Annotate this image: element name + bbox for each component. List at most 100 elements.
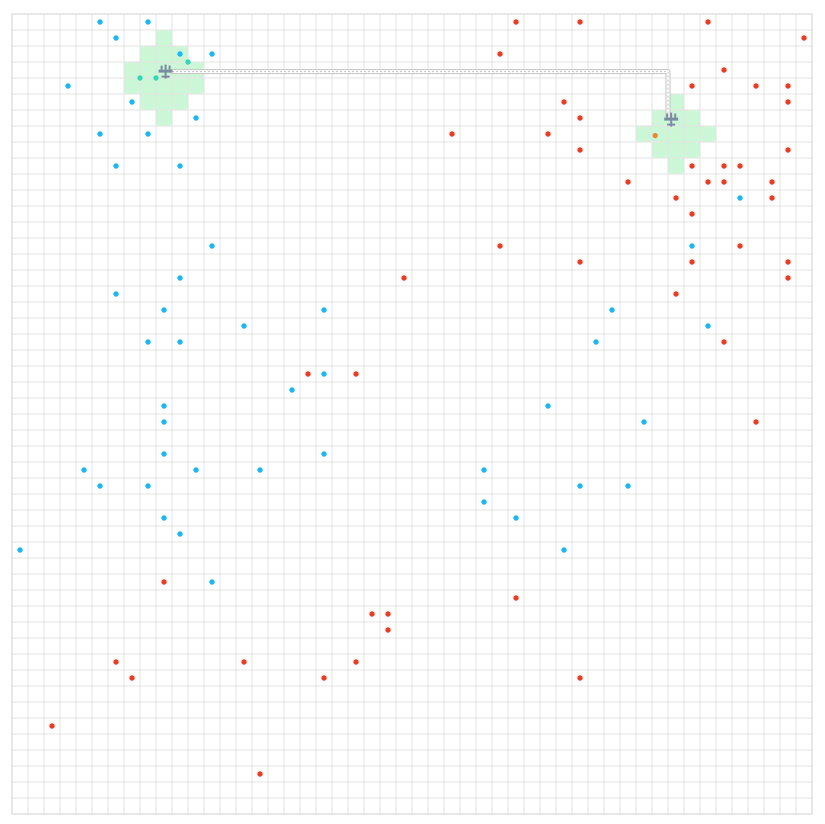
zone-red-dot xyxy=(652,132,658,139)
red-dot xyxy=(689,259,695,265)
red-dot xyxy=(401,275,407,281)
blue-dot xyxy=(161,515,167,521)
red-dot xyxy=(449,131,455,137)
base-left-cell xyxy=(156,110,172,126)
red-dot xyxy=(753,419,759,425)
red-dot xyxy=(385,627,391,633)
base-left-cell xyxy=(172,94,188,110)
grid-lines xyxy=(11,13,813,815)
red-dot xyxy=(561,99,567,105)
aircraft-engine-right xyxy=(674,113,677,118)
red-dot xyxy=(753,83,759,89)
aircraft-right-icon[interactable] xyxy=(664,112,679,127)
red-dot xyxy=(353,371,359,377)
blue-dot xyxy=(97,19,103,25)
red-dot xyxy=(161,579,167,585)
red-dot xyxy=(49,723,55,729)
path-dash xyxy=(172,71,669,117)
red-dot xyxy=(769,179,775,185)
base-right-cell xyxy=(652,142,668,158)
blue-dot xyxy=(209,243,215,249)
zone-dot xyxy=(185,59,191,65)
red-dot xyxy=(545,131,551,137)
blue-dot xyxy=(321,371,327,377)
blue-dot xyxy=(193,115,199,121)
red-dot xyxy=(769,195,775,201)
blue-dot xyxy=(737,195,743,201)
blue-dot xyxy=(97,483,103,489)
red-dot xyxy=(129,675,135,681)
blue-dot xyxy=(177,51,183,57)
blue-dot xyxy=(177,531,183,537)
blue-dot xyxy=(17,547,23,553)
red-dot xyxy=(673,195,679,201)
blue-dot xyxy=(177,275,183,281)
blue-dot xyxy=(689,243,695,249)
red-dot xyxy=(353,659,359,665)
blue-dot xyxy=(625,483,631,489)
blue-dot xyxy=(161,451,167,457)
blue-dot xyxy=(113,291,119,297)
red-dot xyxy=(577,19,583,25)
red-dot xyxy=(577,147,583,153)
blue-dot xyxy=(289,387,295,393)
base-right-cell xyxy=(684,126,700,142)
red-dot xyxy=(785,259,791,265)
red-dot xyxy=(513,595,519,601)
red-dot xyxy=(785,275,791,281)
aircraft-left-icon[interactable] xyxy=(158,64,173,79)
base-left-cell xyxy=(156,94,172,110)
blue-dot xyxy=(321,307,327,313)
blue-dot xyxy=(577,483,583,489)
blue-dot xyxy=(609,307,615,313)
red-dot xyxy=(241,659,247,665)
blue-dot xyxy=(161,307,167,313)
blue-dot xyxy=(113,35,119,41)
base-left-cell xyxy=(188,78,204,94)
base-left-cell xyxy=(140,46,156,62)
blue-dot xyxy=(113,163,119,169)
red-dot xyxy=(673,291,679,297)
red-dot xyxy=(305,371,311,377)
red-dot xyxy=(801,35,807,41)
red-dot xyxy=(705,19,711,25)
blue-dot xyxy=(257,467,263,473)
blue-dot xyxy=(593,339,599,345)
red-dot xyxy=(625,179,631,185)
base-left-cell xyxy=(124,78,140,94)
base-left-cell xyxy=(140,62,156,78)
red-dot xyxy=(721,163,727,169)
blue-dot xyxy=(145,483,151,489)
base-right-cell xyxy=(668,158,684,174)
zone-dot xyxy=(137,75,143,81)
red-dot xyxy=(721,179,727,185)
base-right-cell xyxy=(668,142,684,158)
blue-dot xyxy=(161,403,167,409)
base-right-cell xyxy=(636,126,652,142)
aircraft-tail xyxy=(667,123,676,126)
red-dot xyxy=(257,771,263,777)
blue-dot xyxy=(321,451,327,457)
blue-dot xyxy=(161,419,167,425)
blue-dot xyxy=(545,403,551,409)
blue-dot xyxy=(81,467,87,473)
blue-dot xyxy=(209,579,215,585)
base-right-cell xyxy=(668,94,684,110)
red-dot xyxy=(321,675,327,681)
blue-dot xyxy=(481,499,487,505)
red-dot xyxy=(513,19,519,25)
blue-dot xyxy=(97,131,103,137)
blue-dot xyxy=(65,83,71,89)
dots-layer xyxy=(17,19,807,777)
base-left-cell xyxy=(156,78,172,94)
red-dot xyxy=(689,83,695,89)
red-dot xyxy=(705,179,711,185)
base-left-cell xyxy=(140,78,156,94)
red-dot xyxy=(385,611,391,617)
red-dot xyxy=(577,259,583,265)
blue-dot xyxy=(561,547,567,553)
base-right-cell xyxy=(700,126,716,142)
red-dot xyxy=(721,339,727,345)
red-dot xyxy=(577,675,583,681)
